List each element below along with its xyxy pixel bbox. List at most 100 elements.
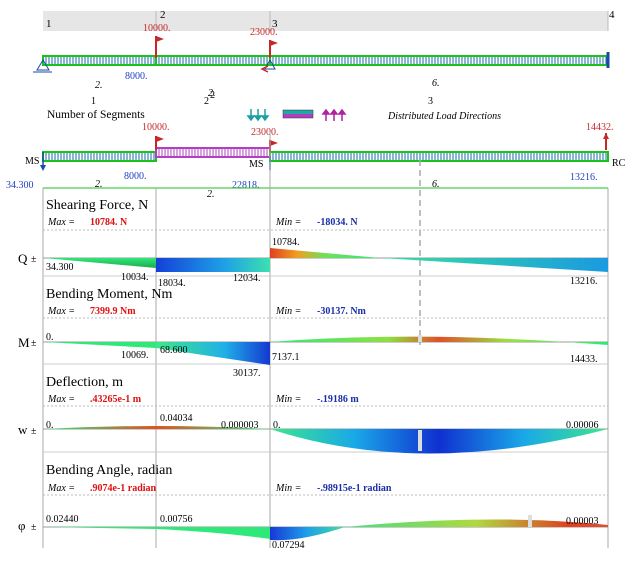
angle-min-label: Min =	[275, 483, 301, 494]
shear-fill-seg3-neg	[380, 258, 608, 272]
main-arrow-1-head	[156, 136, 164, 142]
legend-segment-2-alt: 2	[210, 90, 215, 101]
legend-segment-1: 1	[91, 96, 96, 107]
angle-fill-neg	[270, 527, 345, 541]
angle-axis-sign: ±	[31, 522, 37, 533]
main-load-1: 10000.	[142, 122, 170, 133]
angle-max-value: .9074e-1 radian	[90, 483, 157, 494]
deflection-value-2: 0.	[46, 420, 54, 431]
moment-value-5: 7137.1	[272, 352, 300, 363]
angle-min-value: -.98915e-1 radian	[317, 483, 392, 494]
moment-marker	[418, 335, 422, 342]
shear-value-1: 10784.	[272, 237, 300, 248]
moment-panel: Bending Moment, Nm Max = 7399.9 Nm Min =…	[18, 287, 608, 379]
deflection-max-label: Max =	[47, 394, 75, 405]
schematic-support-force: 8000.	[125, 71, 148, 82]
deflection-axis-label: w	[18, 422, 28, 437]
main-length-2: 2.	[207, 189, 215, 200]
main-length-3: 6.	[432, 179, 440, 190]
moment-value-3: 10069.	[121, 350, 149, 361]
main-arrow-3-head	[603, 133, 609, 139]
shear-value-4: 18034.	[158, 278, 186, 289]
main-left-value: 34.300	[6, 180, 34, 191]
shear-min-value: -18034. N	[317, 217, 358, 228]
angle-fill-seg1	[43, 527, 156, 529]
angle-max-label: Max =	[47, 483, 75, 494]
angle-panel: Bending Angle, radian Max = .9074e-1 rad…	[18, 463, 608, 551]
deflection-title: Deflection, m	[46, 375, 123, 390]
schematic-load-1: 10000.	[143, 23, 171, 34]
deflection-min-label: Min =	[275, 394, 301, 405]
angle-value-4: 0.00003	[566, 516, 599, 527]
angle-axis-label: φ	[18, 518, 26, 533]
distributed-load-bar-icon	[282, 109, 314, 119]
deflection-panel: Deflection, m Max = .43265e-1 m Min = -.…	[18, 375, 608, 454]
shear-value-6: 13216.	[570, 276, 598, 287]
deflection-min-value: -.19186 m	[317, 394, 359, 405]
schematic-arrow-1-head	[156, 36, 164, 42]
deflection-value-5: 0.00006	[566, 420, 599, 431]
moment-fill-seg2	[156, 342, 270, 365]
down-arrows-icon	[246, 109, 270, 122]
angle-value-3: 0.07294	[272, 540, 305, 551]
moment-min-label: Min =	[275, 306, 301, 317]
main-beam: 10000. 23000. 14432. MS 34.300 8000. MS …	[6, 122, 626, 200]
deflection-fill-left	[43, 426, 270, 429]
schematic-header-bar	[43, 11, 608, 31]
moment-value-4: 30137.	[233, 368, 261, 379]
shear-axis-sign: ±	[31, 254, 37, 265]
shear-panel: Shearing Force, N Max = 10784. N Min = -…	[18, 198, 608, 289]
angle-value-1: 0.02440	[46, 514, 79, 525]
schematic-length-1: 2.	[95, 80, 103, 91]
main-right-support-label: RC	[612, 158, 626, 169]
schematic-distributed-ticks	[45, 57, 607, 64]
schematic-node-4: 4	[609, 9, 615, 21]
moment-max-value: 7399.9 Nm	[90, 306, 136, 317]
main-support-force: 8000.	[124, 171, 147, 182]
deflection-value-1: 0.04034	[160, 413, 193, 424]
legend-row: 1 2 2 3 Number of Segments Distributed L…	[47, 90, 501, 122]
moment-fill-seg1	[43, 342, 156, 348]
shear-axis-label: Q	[18, 251, 28, 266]
schematic-length-2: 2.	[208, 88, 216, 99]
shear-value-5: 12034.	[233, 273, 261, 284]
shear-max-value: 10784. N	[90, 217, 128, 228]
angle-fill-seg2	[156, 527, 270, 539]
moment-max-label: Max =	[47, 306, 75, 317]
up-arrows-icon	[321, 108, 347, 121]
main-left-support-label: MS	[25, 156, 39, 167]
angle-value-2: 0.00756	[160, 514, 193, 525]
schematic: 1 2 3 4 10000. 23000. 8000. 2. 2. 6.	[33, 9, 615, 99]
diagram-frame	[42, 132, 609, 548]
deflection-max-value: .43265e-1 m	[90, 394, 142, 405]
moment-title: Bending Moment, Nm	[46, 287, 172, 302]
schematic-arrow-2-head	[270, 40, 278, 46]
legend-segment-2: 2	[204, 96, 209, 107]
legend-segment-3: 3	[428, 96, 433, 107]
main-distributed-ticks	[45, 149, 607, 160]
shear-fill-seg1	[43, 258, 156, 268]
shear-value-3: 10034.	[121, 272, 149, 283]
deflection-fill-right	[270, 429, 608, 454]
main-middle-value: 22818.	[232, 180, 260, 191]
schematic-node-3: 3	[272, 18, 278, 30]
shear-title: Shearing Force, N	[46, 198, 148, 213]
schematic-node-2: 2	[160, 9, 166, 21]
moment-axis-label: M	[18, 335, 30, 350]
main-arrow-2-head	[270, 140, 278, 146]
schematic-reaction-arrow	[260, 65, 269, 73]
shear-value-2: 34.300	[46, 262, 74, 273]
main-load-2: 23000.	[251, 127, 279, 138]
deflection-value-4: 0.	[273, 420, 281, 431]
main-load-3: 14432.	[586, 122, 614, 133]
schematic-middle-support-icon	[264, 58, 276, 70]
moment-value-6: 14433.	[570, 354, 598, 365]
shear-min-label: Min =	[275, 217, 301, 228]
schematic-node-1: 1	[46, 18, 52, 30]
schematic-length-3: 6.	[432, 78, 440, 89]
moment-value-2: 68.600	[160, 345, 188, 356]
main-right-value: 13216.	[570, 172, 598, 183]
deflection-axis-sign: ±	[31, 426, 37, 437]
main-length-1: 2.	[95, 179, 103, 190]
main-left-reaction-head	[40, 165, 46, 171]
